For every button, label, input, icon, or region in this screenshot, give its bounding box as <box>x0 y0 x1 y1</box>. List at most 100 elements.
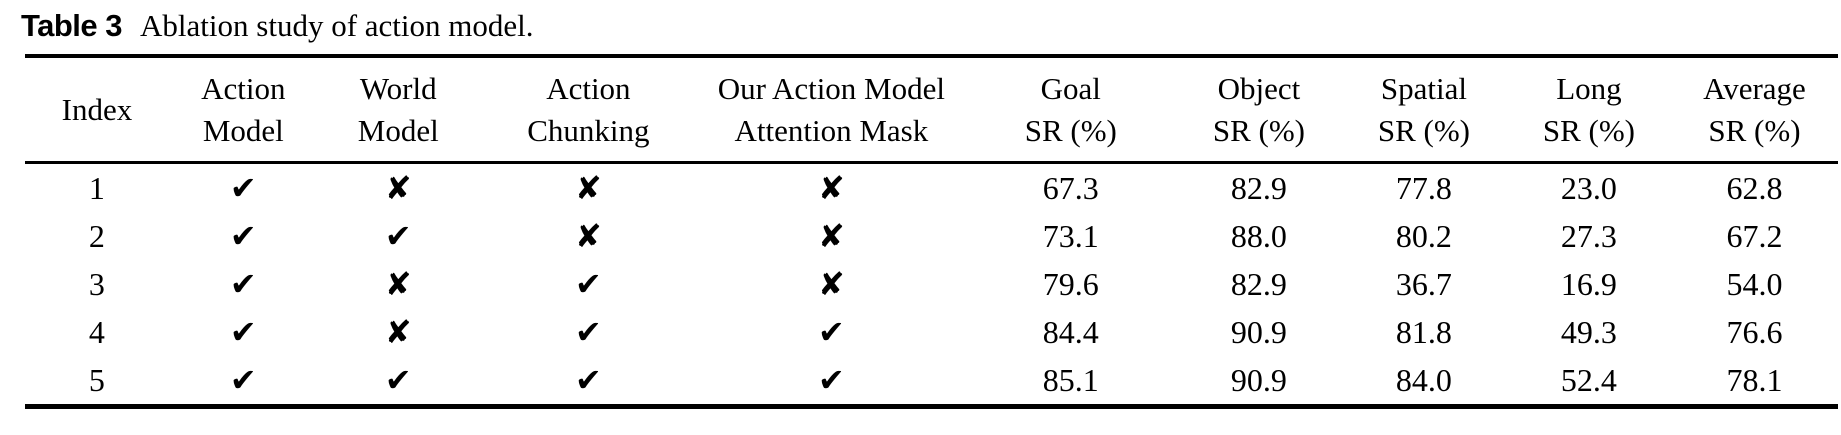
cell-average-sr: 76.6 <box>1726 313 1783 350</box>
check-icon: ✔ <box>817 360 845 399</box>
cell-world-model: ✘ <box>318 308 479 356</box>
cell-world-model: ✘ <box>318 260 479 308</box>
cell-spatial-sr: 36.7 <box>1395 265 1452 302</box>
cell-action-model: ✔ <box>169 308 318 356</box>
table-row: 2 ✔ ✔ ✘ ✘ 73.1 88.0 80.2 27.3 67.2 <box>25 212 1838 260</box>
cell-long-sr: 49.3 <box>1560 313 1617 350</box>
column-header-line: World <box>359 70 437 106</box>
cell-index: 1 <box>88 169 105 206</box>
header-row: Index Action Model World Model Action Chunking… <box>25 56 1838 164</box>
cell-average-sr: 67.2 <box>1726 217 1783 254</box>
check-icon: ✔ <box>384 360 412 399</box>
cell-action-model: ✔ <box>169 163 318 213</box>
cell-object-sr: 90.9 <box>1230 361 1287 398</box>
column-header-line: Model <box>357 112 439 148</box>
column-header-index: Index <box>25 56 169 164</box>
column-header-line: Object <box>1217 70 1301 106</box>
cell-world-model: ✔ <box>318 212 479 260</box>
table-row: 1 ✔ ✘ ✘ ✘ 67.3 82.9 77.8 23.0 62.8 <box>25 163 1838 213</box>
cell-index: 5 <box>88 361 105 398</box>
column-header-line: Long <box>1556 70 1622 106</box>
cell-goal-sr: 85.1 <box>1042 361 1099 398</box>
column-header-line: Chunking <box>527 112 650 148</box>
column-header-line: SR (%) <box>1708 112 1801 148</box>
column-header-line: Spatial <box>1380 70 1467 106</box>
column-header-line: Attention Mask <box>734 112 929 148</box>
check-icon: ✔ <box>229 360 257 399</box>
cell-action-chunking: ✔ <box>479 260 698 308</box>
check-icon: ✔ <box>229 312 257 351</box>
table-row: 5 ✔ ✔ ✔ ✔ 85.1 90.9 84.0 52.4 78.1 <box>25 356 1838 407</box>
cell-average-sr: 62.8 <box>1726 169 1783 206</box>
check-icon: ✔ <box>574 264 602 303</box>
cell-attention-mask: ✘ <box>698 163 965 213</box>
cross-icon: ✘ <box>817 168 845 207</box>
cell-action-model: ✔ <box>169 356 318 407</box>
cross-icon: ✘ <box>574 168 602 207</box>
cell-action-chunking: ✘ <box>479 212 698 260</box>
cell-spatial-sr: 84.0 <box>1395 361 1452 398</box>
check-icon: ✔ <box>229 168 257 207</box>
column-header-object-sr: Object SR (%) <box>1176 56 1341 164</box>
cell-spatial-sr: 77.8 <box>1395 169 1452 206</box>
cell-action-chunking: ✔ <box>479 308 698 356</box>
cell-action-chunking: ✔ <box>479 356 698 407</box>
cell-goal-sr: 84.4 <box>1042 313 1099 350</box>
cell-spatial-sr: 80.2 <box>1395 217 1452 254</box>
table-header: Index Action Model World Model Action Chunking… <box>25 56 1838 164</box>
cell-world-model: ✘ <box>318 163 479 213</box>
cross-icon: ✘ <box>817 264 845 303</box>
cell-index: 2 <box>88 217 105 254</box>
cell-long-sr: 23.0 <box>1560 169 1617 206</box>
cell-object-sr: 90.9 <box>1230 313 1287 350</box>
table-row: 3 ✔ ✘ ✔ ✘ 79.6 82.9 36.7 16.9 54.0 <box>25 260 1838 308</box>
cell-long-sr: 16.9 <box>1560 265 1617 302</box>
cross-icon: ✘ <box>384 312 412 351</box>
column-header-goal-sr: Goal SR (%) <box>964 56 1177 164</box>
table-body: 1 ✔ ✘ ✘ ✘ 67.3 82.9 77.8 23.0 62.8 2 ✔ ✔ ✘ ✘ 73.1 88.0 80… <box>25 163 1838 407</box>
cell-object-sr: 82.9 <box>1230 169 1287 206</box>
column-header-line: Action <box>201 70 286 106</box>
cell-goal-sr: 79.6 <box>1042 265 1099 302</box>
column-header-line: Our Action Model <box>717 70 945 106</box>
column-header-average-sr: Average SR (%) <box>1670 56 1838 164</box>
cell-action-model: ✔ <box>169 212 318 260</box>
table-caption-text: Ablation study of action model. <box>140 8 534 43</box>
column-header-attention-mask: Our Action Model Attention Mask <box>698 56 965 164</box>
column-header-long-sr: Long SR (%) <box>1506 56 1671 164</box>
cell-attention-mask: ✔ <box>698 356 965 407</box>
cell-goal-sr: 67.3 <box>1042 169 1099 206</box>
column-header-line: SR (%) <box>1024 112 1117 148</box>
check-icon: ✔ <box>574 312 602 351</box>
column-header-line: SR (%) <box>1212 112 1305 148</box>
check-icon: ✔ <box>817 312 845 351</box>
column-header-line: Model <box>202 112 284 148</box>
cell-long-sr: 52.4 <box>1560 361 1617 398</box>
column-header-spatial-sr: Spatial SR (%) <box>1340 56 1507 164</box>
column-header-line: SR (%) <box>1377 112 1470 148</box>
cell-long-sr: 27.3 <box>1560 217 1617 254</box>
table-caption: Table 3 Ablation study of action model. <box>21 8 534 44</box>
ablation-table: Index Action Model World Model Action Chunking… <box>25 54 1838 409</box>
column-header-line: Action <box>546 70 631 106</box>
cell-action-model: ✔ <box>169 260 318 308</box>
cell-object-sr: 88.0 <box>1230 217 1287 254</box>
column-header-action-chunking: Action Chunking <box>478 56 699 164</box>
check-icon: ✔ <box>229 264 257 303</box>
column-header-line: Average <box>1703 70 1806 106</box>
check-icon: ✔ <box>384 216 412 255</box>
cross-icon: ✘ <box>574 216 602 255</box>
check-icon: ✔ <box>574 360 602 399</box>
cell-action-chunking: ✘ <box>479 163 698 213</box>
cross-icon: ✘ <box>817 216 845 255</box>
cell-index: 3 <box>88 265 105 302</box>
cell-index: 4 <box>88 313 105 350</box>
table-caption-label: Table 3 <box>21 8 123 43</box>
column-header-line: Index <box>61 91 133 127</box>
cross-icon: ✘ <box>384 264 412 303</box>
cell-attention-mask: ✘ <box>698 212 965 260</box>
cell-attention-mask: ✔ <box>698 308 965 356</box>
column-header-world-model: World Model <box>317 56 479 164</box>
column-header-line: SR (%) <box>1542 112 1635 148</box>
